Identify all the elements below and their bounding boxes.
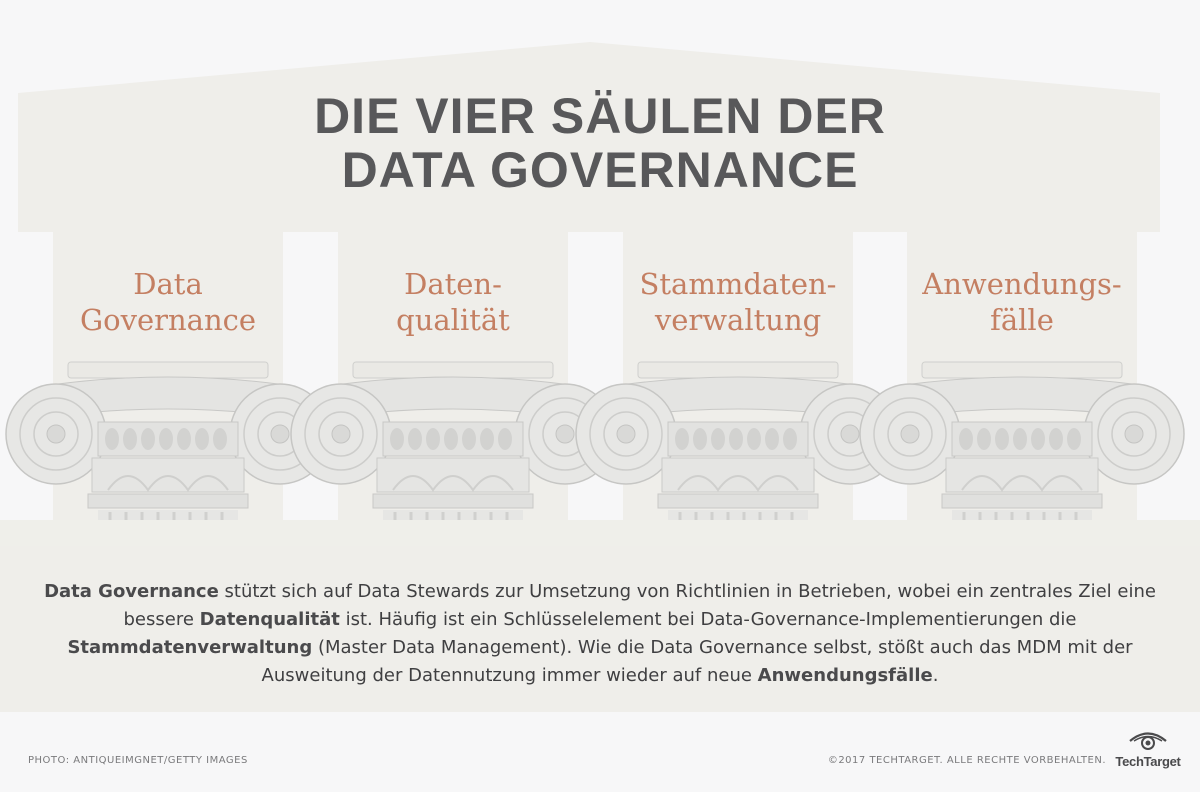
temple-base [0, 520, 1200, 712]
brand-logo: TechTarget [1110, 730, 1186, 769]
brand-name: TechTarget [1115, 754, 1181, 769]
keyword-datenqualitaet: Datenqualität [199, 609, 340, 630]
keyword-data-governance: Data Governance [44, 581, 219, 602]
pillar-label-data-governance: Data Governance [38, 266, 298, 338]
description-text: Data Governance stützt sich auf Data Ste… [20, 578, 1180, 690]
page-title-line-2: DATA GOVERNANCE [341, 142, 859, 198]
eye-logo-icon [1129, 732, 1167, 750]
pillar-label-line: verwaltung [654, 303, 822, 337]
description-segment: (Master Data Management). Wie die Data G… [261, 637, 1133, 686]
pillar-label-line: Anwendungs- [922, 267, 1122, 301]
pillar-label-line: Governance [79, 303, 257, 337]
pillar-label-line: Daten- [404, 267, 502, 301]
keyword-anwendungsfaelle: Anwendungsfälle [757, 665, 933, 686]
description-segment: stützt sich auf Data Stewards zur Umsetz… [123, 581, 1156, 630]
page-title-line-1: DIE VIER SÄULEN DER [314, 88, 886, 144]
description-segment: . [932, 665, 939, 686]
pillar-label-line: Stammdaten- [639, 267, 837, 301]
photo-credit: PHOTO: ANTIQUEIMGNET/GETTY IMAGES [28, 755, 248, 766]
temple-roof [18, 42, 1160, 232]
pillar-label-line: Data [133, 267, 203, 301]
pillar-label-datenqualitaet: Daten- qualität [323, 266, 583, 338]
pillar-label-anwendungsfaelle: Anwendungs- fälle [892, 266, 1152, 338]
pillar-label-line: qualität [396, 303, 510, 337]
description-segment: ist. Häufig ist ein Schlüsselelement bei… [339, 609, 1077, 630]
copyright-notice: ©2017 TECHTARGET. ALLE RECHTE VORBEHALTE… [827, 755, 1106, 766]
pillar-label-line: fälle [990, 303, 1054, 337]
pillar-label-stammdatenverwaltung: Stammdaten- verwaltung [608, 266, 868, 338]
keyword-stammdatenverwaltung: Stammdatenverwaltung [67, 637, 313, 658]
